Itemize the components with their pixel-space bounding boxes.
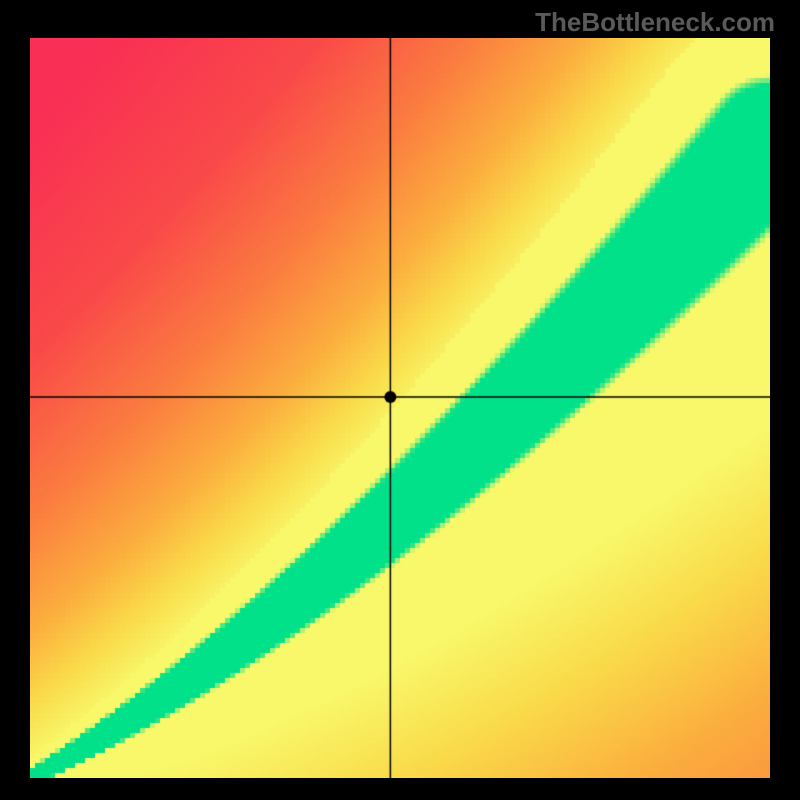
watermark-text: TheBottleneck.com [535, 7, 775, 38]
bottleneck-heatmap [30, 38, 770, 778]
chart-container: { "watermark": { "text": "TheBottleneck.… [0, 0, 800, 800]
